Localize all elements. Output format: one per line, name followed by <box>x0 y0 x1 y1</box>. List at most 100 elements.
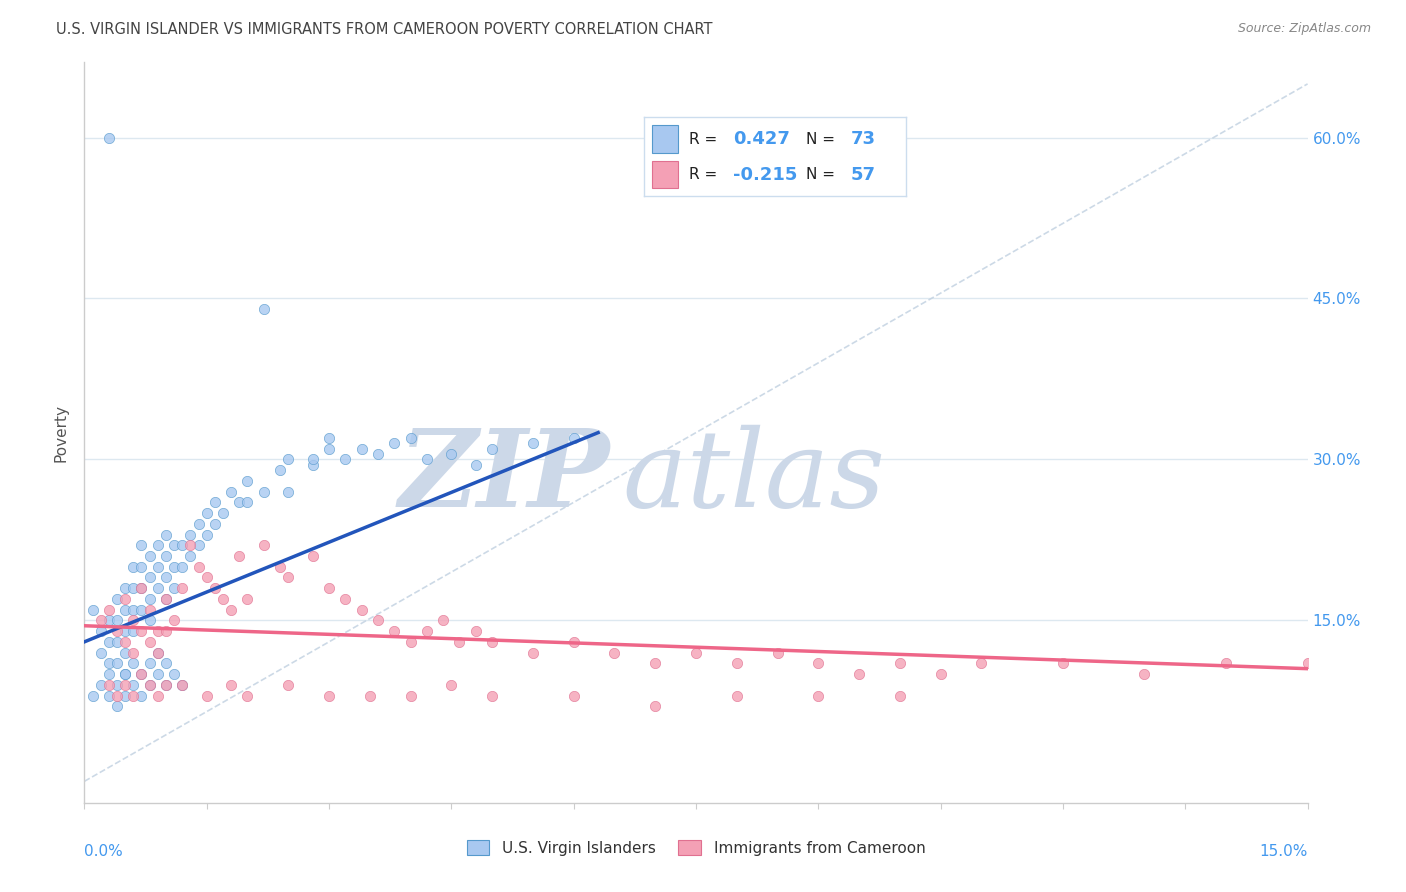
Point <box>1133 667 1156 681</box>
Point <box>122 657 145 671</box>
Text: 73: 73 <box>851 130 876 148</box>
Point <box>97 667 120 681</box>
Point <box>228 549 250 563</box>
Point <box>131 602 153 616</box>
Point <box>807 657 830 671</box>
Point <box>122 614 145 628</box>
Point <box>685 646 707 660</box>
Point <box>114 689 136 703</box>
Point <box>90 678 112 692</box>
Point <box>522 646 544 660</box>
Point <box>82 689 104 703</box>
Point <box>138 657 160 671</box>
Point <box>138 570 160 584</box>
Point <box>187 516 209 531</box>
Point <box>97 689 120 703</box>
Point <box>889 657 911 671</box>
Point <box>195 527 218 541</box>
Point <box>172 581 194 595</box>
Point <box>350 602 373 616</box>
Point <box>155 527 177 541</box>
Point <box>187 538 209 552</box>
Point <box>277 678 299 692</box>
Point <box>114 635 136 649</box>
Point <box>301 549 323 563</box>
Point <box>253 484 276 499</box>
Point <box>269 463 291 477</box>
Point <box>399 431 422 445</box>
Point <box>163 538 186 552</box>
Point <box>105 699 128 714</box>
Text: R =: R = <box>689 167 721 182</box>
Point <box>172 678 194 692</box>
Point <box>122 678 145 692</box>
Point <box>105 591 128 606</box>
Point <box>146 667 169 681</box>
Point <box>155 591 177 606</box>
Point <box>131 667 153 681</box>
Point <box>138 678 160 692</box>
Text: N =: N = <box>807 131 841 146</box>
Point <box>138 602 160 616</box>
Point <box>416 452 439 467</box>
Point <box>367 447 389 461</box>
Point <box>122 646 145 660</box>
Point <box>562 689 585 703</box>
Bar <box>652 125 678 153</box>
Point <box>163 559 186 574</box>
Point <box>90 624 112 639</box>
Point <box>131 581 153 595</box>
Point <box>399 689 422 703</box>
Point <box>204 516 226 531</box>
Point <box>163 581 186 595</box>
Point <box>464 458 486 472</box>
Point <box>562 431 585 445</box>
Text: 0.427: 0.427 <box>733 130 790 148</box>
Text: ZIP: ZIP <box>399 424 610 530</box>
Point <box>367 614 389 628</box>
Point <box>90 646 112 660</box>
Point <box>416 624 439 639</box>
Point <box>114 602 136 616</box>
Point <box>766 646 789 660</box>
Point <box>122 624 145 639</box>
Point <box>163 667 186 681</box>
Text: Source: ZipAtlas.com: Source: ZipAtlas.com <box>1237 22 1371 36</box>
Point <box>318 689 340 703</box>
Point <box>318 581 340 595</box>
Point <box>97 635 120 649</box>
Point <box>172 678 194 692</box>
Point <box>114 678 136 692</box>
Point <box>138 614 160 628</box>
Point <box>889 689 911 703</box>
Point <box>155 657 177 671</box>
Point <box>138 549 160 563</box>
Point <box>105 635 128 649</box>
Bar <box>652 161 678 188</box>
Point <box>114 624 136 639</box>
Point <box>131 689 153 703</box>
Point <box>114 646 136 660</box>
Point <box>146 559 169 574</box>
Point <box>236 591 259 606</box>
Point <box>146 581 169 595</box>
Point <box>1215 657 1237 671</box>
Point <box>138 678 160 692</box>
Point <box>105 689 128 703</box>
Point <box>138 635 160 649</box>
Point <box>122 581 145 595</box>
Point <box>318 442 340 456</box>
Point <box>277 484 299 499</box>
Y-axis label: Poverty: Poverty <box>53 403 69 462</box>
Point <box>172 559 194 574</box>
Point <box>522 436 544 450</box>
Text: 57: 57 <box>851 166 876 184</box>
Point <box>97 614 120 628</box>
Legend: U.S. Virgin Islanders, Immigrants from Cameroon: U.S. Virgin Islanders, Immigrants from C… <box>460 834 932 862</box>
Point <box>350 442 373 456</box>
Point <box>301 458 323 472</box>
Text: U.S. VIRGIN ISLANDER VS IMMIGRANTS FROM CAMEROON POVERTY CORRELATION CHART: U.S. VIRGIN ISLANDER VS IMMIGRANTS FROM … <box>56 22 713 37</box>
Point <box>219 602 242 616</box>
Point <box>155 570 177 584</box>
Point <box>155 678 177 692</box>
